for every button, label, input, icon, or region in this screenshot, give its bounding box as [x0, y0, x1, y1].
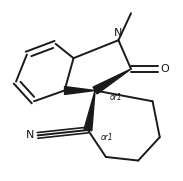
Text: N: N: [114, 28, 123, 37]
Polygon shape: [84, 90, 95, 131]
Text: O: O: [161, 64, 169, 74]
Polygon shape: [65, 87, 95, 94]
Text: or1: or1: [109, 93, 122, 102]
Text: or1: or1: [100, 133, 113, 142]
Polygon shape: [93, 69, 131, 94]
Text: N: N: [26, 130, 34, 140]
